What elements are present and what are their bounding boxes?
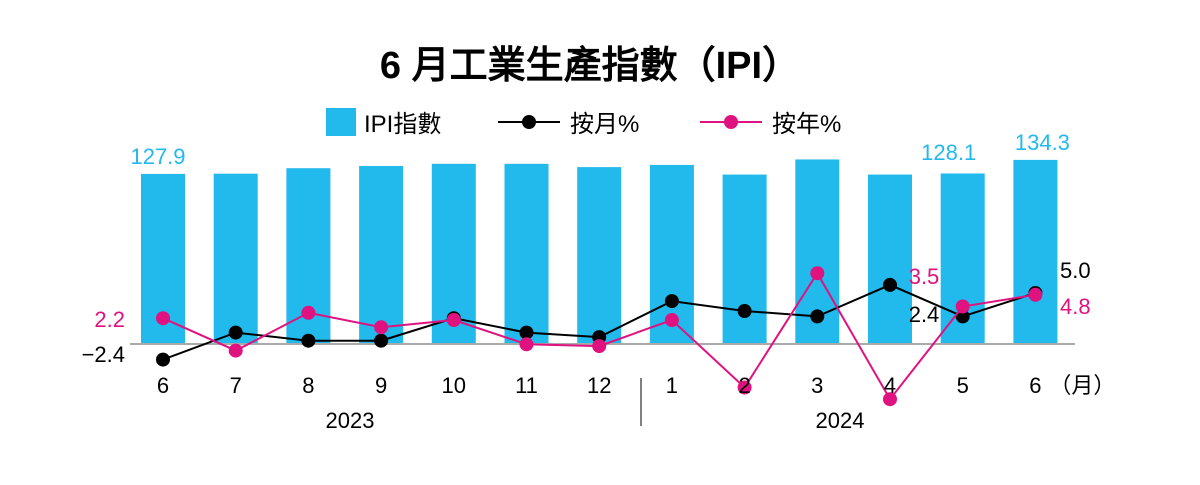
- x-tick-label: 11: [515, 373, 538, 398]
- x-tick-label: 4: [884, 373, 896, 398]
- legend-marker-yoy: [724, 115, 738, 129]
- bar-ipi: [1013, 159, 1058, 344]
- x-tick-label: 8: [302, 373, 314, 398]
- point-yoy: [301, 305, 316, 320]
- data-label-ipi: 127.9: [130, 144, 185, 169]
- legend-label-yoy: 按年%: [772, 111, 841, 138]
- point-yoy: [883, 392, 897, 407]
- bar-ipi: [504, 163, 549, 344]
- data-label-mom: 2.4: [909, 302, 940, 327]
- year-label: 2024: [816, 408, 865, 433]
- point-yoy: [446, 313, 461, 327]
- point-mom: [228, 325, 243, 340]
- point-yoy: [228, 343, 243, 358]
- x-tick-label: 3: [811, 373, 823, 398]
- bar-ipi: [359, 166, 404, 344]
- point-yoy: [374, 320, 389, 335]
- point-yoy: [592, 339, 607, 354]
- point-yoy: [955, 299, 970, 314]
- point-mom: [955, 309, 970, 324]
- chart-title: 6 月工業生產指數（IPI）: [380, 44, 800, 87]
- data-label-yoy: 2.2: [94, 307, 125, 332]
- point-mom: [883, 277, 897, 292]
- x-tick-label: 5: [957, 373, 969, 398]
- bar-ipi: [577, 167, 622, 344]
- data-label-mom: 5.0: [1060, 258, 1091, 283]
- data-label-mom: −2.4: [82, 342, 125, 367]
- x-tick-label: 12: [587, 373, 611, 398]
- legend: IPI指數 按月% 按年%: [326, 108, 841, 138]
- legend-swatch-ipi: [326, 108, 356, 136]
- point-yoy: [156, 311, 170, 326]
- point-mom: [519, 325, 534, 340]
- legend-label-ipi: IPI指數: [364, 111, 441, 138]
- point-mom: [810, 309, 825, 324]
- point-mom: [664, 294, 679, 309]
- point-mom: [374, 333, 389, 348]
- point-yoy: [1028, 287, 1043, 302]
- point-yoy: [519, 337, 534, 352]
- data-label-yoy: 4.8: [1060, 294, 1091, 319]
- data-label-ipi: 128.1: [921, 140, 976, 165]
- point-mom: [737, 304, 752, 318]
- data-label-ipi: 134.3: [1015, 130, 1070, 155]
- x-unit-label: （月）: [1049, 373, 1115, 398]
- point-yoy: [810, 266, 825, 281]
- x-tick-label: 9: [375, 373, 387, 398]
- x-tick-label: 7: [230, 373, 242, 398]
- x-tick-label: 6: [1029, 373, 1041, 398]
- point-yoy: [664, 313, 679, 327]
- legend-label-mom: 按月%: [570, 111, 639, 138]
- bar-ipi: [722, 174, 767, 344]
- x-tick-label: 10: [442, 373, 466, 398]
- point-mom: [301, 333, 316, 348]
- x-tick-label: 6: [157, 373, 169, 398]
- x-tick-label: 2: [738, 373, 750, 398]
- legend-marker-mom: [522, 115, 536, 129]
- year-label: 2023: [326, 408, 375, 433]
- point-yoy: [737, 380, 752, 395]
- bar-ipi: [213, 173, 258, 344]
- data-label-yoy: 3.5: [909, 264, 940, 289]
- point-mom: [156, 352, 170, 367]
- x-tick-label: 1: [666, 373, 678, 398]
- bar-ipi: [868, 174, 912, 344]
